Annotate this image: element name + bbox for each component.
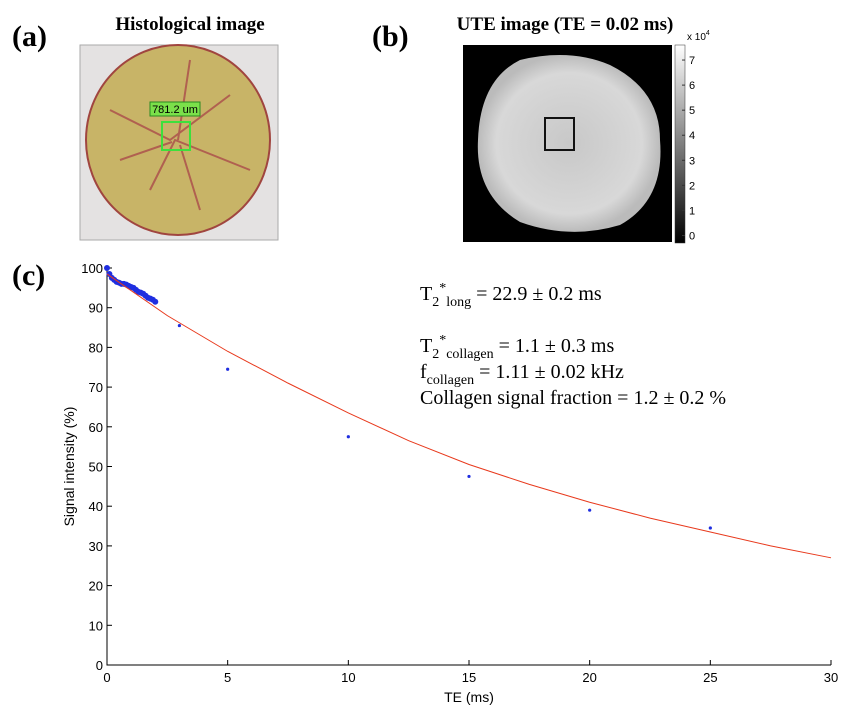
data-point <box>178 324 181 327</box>
x-tick-label: 20 <box>582 670 596 685</box>
annotation-part: 2 <box>432 347 439 362</box>
data-point <box>588 509 591 512</box>
figure: (a) Histological image 781.2 um (b) UTE … <box>0 0 841 709</box>
scale-label: 781.2 um <box>152 104 198 116</box>
panel-title: Histological image <box>115 14 264 35</box>
fit-line <box>107 274 831 558</box>
histological-image <box>80 45 278 240</box>
panel-label: (b) <box>372 20 409 53</box>
data-point <box>152 299 158 305</box>
y-tick-label: 40 <box>89 499 103 514</box>
ute-image <box>463 45 672 242</box>
y-tick-label: 0 <box>96 658 103 673</box>
x-tick-label: 5 <box>224 670 231 685</box>
y-tick-label: 70 <box>89 380 103 395</box>
annotation-part: = 1.11 ± 0.02 kHz <box>474 361 624 383</box>
annotation: T2*collagen = 1.1 ± 0.3 ms <box>420 333 614 362</box>
y-tick-label: 80 <box>89 340 103 355</box>
panel-label: (c) <box>12 259 45 292</box>
data-point <box>347 435 350 438</box>
x-axis-label: TE (ms) <box>444 689 494 705</box>
colorbar-tick-label: 3 <box>689 155 695 167</box>
panel-label: (a) <box>12 20 47 53</box>
annotation-part: 2 <box>432 295 439 310</box>
colorbar-tick-label: 7 <box>689 55 695 67</box>
colorbar-tick-label: 2 <box>689 180 695 192</box>
annotation-part: Collagen signal fraction = 1.2 ± 0.2 % <box>420 387 726 409</box>
annotation-part: * <box>439 281 446 296</box>
x-tick-label: 25 <box>703 670 717 685</box>
multiplier: x 10 <box>687 32 706 43</box>
colorbar-tick-label: 4 <box>689 130 695 142</box>
x-tick-label: 0 <box>103 670 110 685</box>
data-point <box>467 475 470 478</box>
colorbar <box>675 45 685 243</box>
colorbar-tick-label: 1 <box>689 205 695 217</box>
colorbar-tick-label: 5 <box>689 105 695 117</box>
annotation: T2*long = 22.9 ± 0.2 ms <box>420 281 602 310</box>
x-tick-label: 15 <box>462 670 476 685</box>
annotation-part: * <box>439 333 446 348</box>
colorbar-tick-label: 6 <box>689 80 695 92</box>
colorbar-tick-label: 0 <box>689 230 695 242</box>
colorbar-multiplier: x 104 <box>687 30 710 43</box>
annotation-part: collagen <box>446 347 493 362</box>
annotation: fcollagen = 1.11 ± 0.02 kHz <box>420 361 624 388</box>
y-tick-label: 90 <box>89 301 103 316</box>
annotation-part: T <box>420 283 432 305</box>
annotation-part: = 1.1 ± 0.3 ms <box>494 335 615 357</box>
axes <box>107 268 831 665</box>
annotation: Collagen signal fraction = 1.2 ± 0.2 % <box>420 387 726 409</box>
x-tick-label: 30 <box>824 670 838 685</box>
y-tick-label: 100 <box>81 261 103 276</box>
annotation-part: = 22.9 ± 0.2 ms <box>471 283 602 305</box>
panel-title: UTE image (TE = 0.02 ms) <box>457 14 674 35</box>
data-point <box>226 368 229 371</box>
y-tick-label: 50 <box>89 460 103 475</box>
x-tick-label: 10 <box>341 670 355 685</box>
y-axis-label: Signal intensity (%) <box>61 407 77 527</box>
y-tick-label: 20 <box>89 579 103 594</box>
annotation-part: T <box>420 335 432 357</box>
annotation-part: collagen <box>427 373 474 388</box>
exponent: 4 <box>706 30 710 37</box>
y-tick-label: 10 <box>89 618 103 633</box>
y-tick-label: 60 <box>89 420 103 435</box>
data-point <box>104 265 110 271</box>
y-tick-label: 30 <box>89 539 103 554</box>
data-point <box>709 526 712 529</box>
annotation-part: long <box>446 295 471 310</box>
